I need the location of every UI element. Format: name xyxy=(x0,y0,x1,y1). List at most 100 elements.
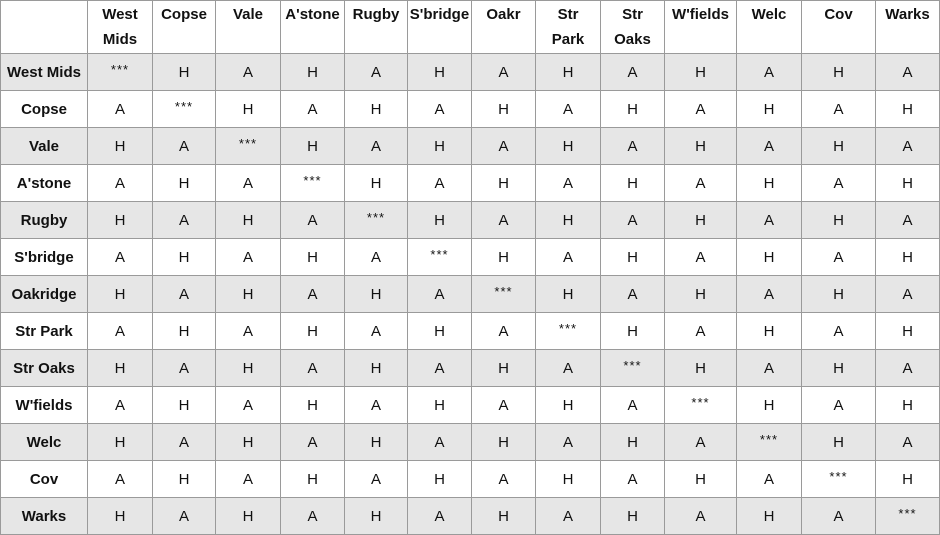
fixture-cell: H xyxy=(407,460,472,498)
fixture-cell: A xyxy=(280,423,345,461)
fixture-cell: H xyxy=(471,497,536,535)
fixture-cell: A xyxy=(471,312,536,350)
fixture-cell: H xyxy=(664,275,737,313)
column-header-label: Str xyxy=(622,6,643,23)
fixture-cell: H xyxy=(152,460,216,498)
fixture-cell: A xyxy=(535,349,601,387)
row-header: Warks xyxy=(0,497,88,535)
fixture-cell: H xyxy=(600,423,665,461)
fixture-cell: H xyxy=(535,53,601,91)
column-header-label: A'stone xyxy=(285,6,340,23)
fixture-cell: A xyxy=(664,238,737,276)
table-row: Rugby H A H A *** H A H A H A H A xyxy=(0,201,940,239)
fixture-cell: A xyxy=(87,460,153,498)
fixture-cell: H xyxy=(875,312,940,350)
corner-cell xyxy=(0,0,88,54)
fixture-cell: H xyxy=(87,201,153,239)
fixture-cell: A xyxy=(875,423,940,461)
table-row: Str Park A H A H A H A *** H A H A H xyxy=(0,312,940,350)
fixture-cell: H xyxy=(87,349,153,387)
fixture-cell: A xyxy=(152,423,216,461)
column-header-label: Welc xyxy=(751,6,787,23)
self-match-cell: *** xyxy=(535,312,601,350)
column-header-label: S'bridge xyxy=(409,6,470,23)
fixture-cell: A xyxy=(280,201,345,239)
fixture-cell: A xyxy=(471,201,536,239)
fixture-cell: H xyxy=(471,238,536,276)
column-header-label: West xyxy=(102,6,138,23)
fixture-cell: A xyxy=(471,127,536,165)
fixture-cell: A xyxy=(875,349,940,387)
column-header-label: Park xyxy=(551,31,585,48)
fixture-cell: A xyxy=(471,386,536,424)
column-header: Rugby xyxy=(344,0,408,54)
self-match-cell: *** xyxy=(664,386,737,424)
self-match-cell: *** xyxy=(875,497,940,535)
fixture-cell: H xyxy=(471,164,536,202)
column-header: Vale xyxy=(215,0,281,54)
column-header: Cov xyxy=(801,0,876,54)
fixture-cell: A xyxy=(875,53,940,91)
column-header-label: Oaks xyxy=(614,31,651,48)
fixture-cell: H xyxy=(407,53,472,91)
row-header: Welc xyxy=(0,423,88,461)
table-row: A'stone A H A *** H A H A H A H A H xyxy=(0,164,940,202)
fixture-cell: A xyxy=(736,53,802,91)
fixture-cell: A xyxy=(664,312,737,350)
fixture-cell: H xyxy=(801,423,876,461)
fixture-cell: H xyxy=(471,423,536,461)
table-row: Warks H A H A H A H A H A H A *** xyxy=(0,497,940,535)
fixture-cell: A xyxy=(407,349,472,387)
fixture-cell: H xyxy=(664,201,737,239)
fixture-cell: A xyxy=(152,497,216,535)
fixture-cell: H xyxy=(152,53,216,91)
fixture-cell: A xyxy=(875,201,940,239)
fixture-cell: A xyxy=(152,349,216,387)
fixture-cell: H xyxy=(87,497,153,535)
fixture-cell: H xyxy=(471,90,536,128)
fixture-cell: A xyxy=(344,127,408,165)
fixture-cell: H xyxy=(215,90,281,128)
fixture-cell: A xyxy=(736,127,802,165)
fixture-cell: A xyxy=(535,497,601,535)
fixture-cell: A xyxy=(600,201,665,239)
column-header: Copse xyxy=(152,0,216,54)
fixture-cell: A xyxy=(664,423,737,461)
fixture-cell: H xyxy=(344,497,408,535)
fixture-cell: A xyxy=(407,275,472,313)
fixture-cell: A xyxy=(280,275,345,313)
fixture-cell: H xyxy=(87,275,153,313)
row-header: Copse xyxy=(0,90,88,128)
fixture-cell: H xyxy=(801,127,876,165)
fixture-cell: H xyxy=(280,312,345,350)
column-header: Warks xyxy=(875,0,940,54)
fixture-cell: A xyxy=(215,386,281,424)
fixture-cell: H xyxy=(407,312,472,350)
fixture-cell: H xyxy=(875,90,940,128)
fixture-cell: H xyxy=(535,275,601,313)
column-header: S'bridge xyxy=(407,0,472,54)
fixture-cell: H xyxy=(600,238,665,276)
fixture-cell: A xyxy=(801,497,876,535)
fixture-cell: H xyxy=(875,386,940,424)
table-row: Oakridge H A H A H A *** H A H A H A xyxy=(0,275,940,313)
self-match-cell: *** xyxy=(471,275,536,313)
fixture-cell: A xyxy=(875,127,940,165)
fixture-cell: H xyxy=(87,423,153,461)
fixture-cell: A xyxy=(535,90,601,128)
column-header: Welc xyxy=(736,0,802,54)
fixture-cell: A xyxy=(875,275,940,313)
fixture-cell: H xyxy=(215,497,281,535)
column-header: Str Park xyxy=(535,0,601,54)
fixture-cell: H xyxy=(407,201,472,239)
fixture-cell: H xyxy=(600,164,665,202)
fixture-cell: H xyxy=(535,127,601,165)
fixture-cell: A xyxy=(215,238,281,276)
fixture-cell: H xyxy=(344,349,408,387)
fixture-cell: H xyxy=(600,312,665,350)
fixture-cell: H xyxy=(736,386,802,424)
fixture-cell: A xyxy=(600,386,665,424)
fixture-cell: H xyxy=(600,90,665,128)
fixture-cell: H xyxy=(736,312,802,350)
fixture-cell: A xyxy=(664,497,737,535)
